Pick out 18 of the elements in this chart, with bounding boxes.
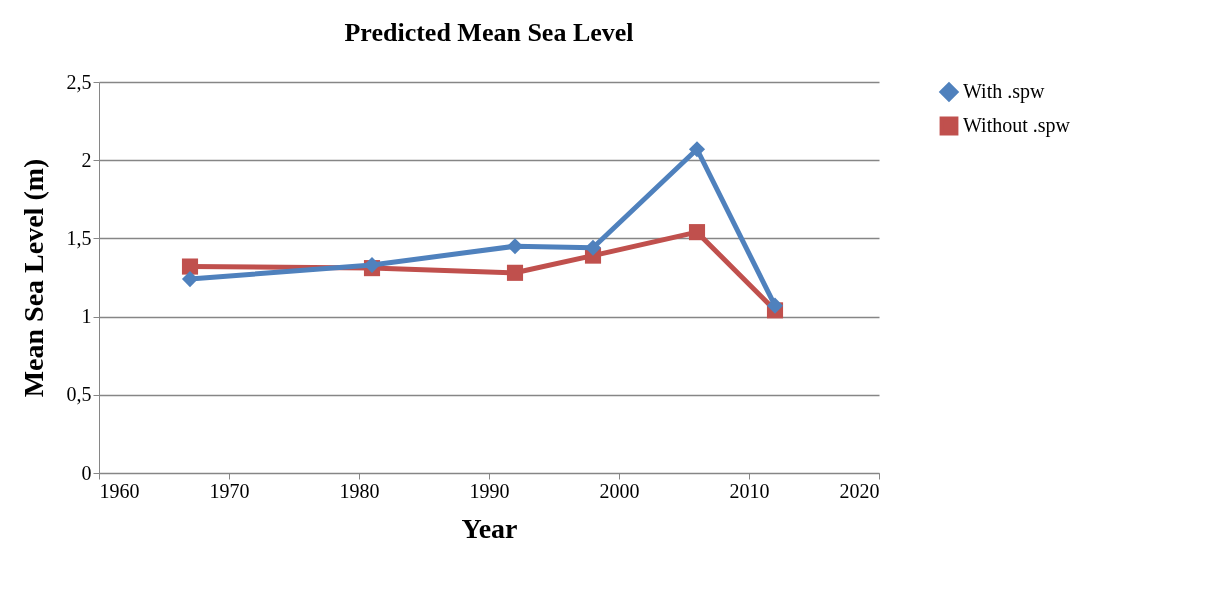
x-tick-label: 1990 (469, 479, 510, 502)
y-axis-title: Mean Sea Level (m) (17, 158, 49, 398)
x-tick-label: 2000 (599, 479, 640, 502)
y-tick-label: 1,5 (66, 226, 92, 249)
y-tick-label: 0,5 (66, 383, 92, 406)
legend-label: Without .spw (963, 114, 1071, 137)
x-axis-title: Year (461, 512, 518, 544)
x-tick-label: 1970 (209, 479, 250, 502)
y-tick-label: 2 (81, 148, 92, 171)
y-tick-label: 1 (81, 305, 92, 328)
y-tick-label: 0 (81, 461, 92, 484)
chart-title: Predicted Mean Sea Level (344, 18, 634, 47)
x-tick-label: 1980 (339, 479, 380, 502)
x-tick-label: 2010 (729, 479, 770, 502)
x-tick-label: 1960 (99, 479, 140, 502)
legend-label: With .spw (963, 80, 1045, 103)
x-tick-label: 2020 (839, 479, 880, 502)
y-tick-label: 2,5 (66, 70, 92, 93)
